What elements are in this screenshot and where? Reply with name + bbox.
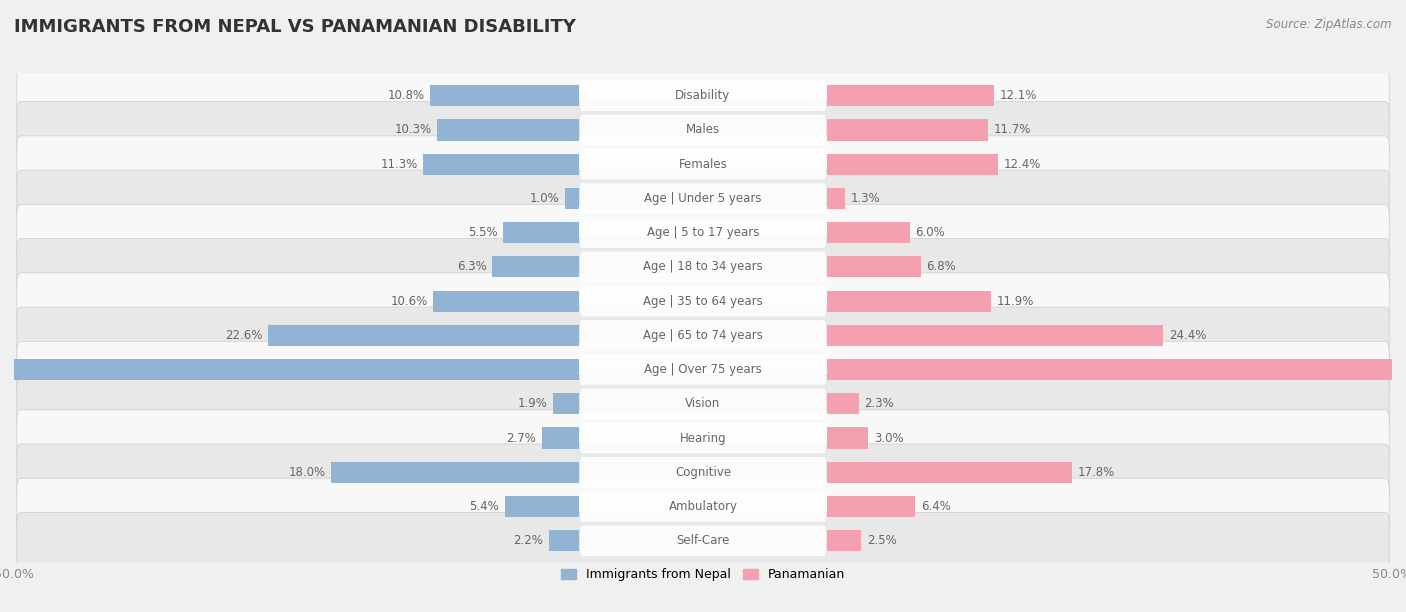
FancyBboxPatch shape xyxy=(17,102,1389,159)
Bar xyxy=(541,427,579,449)
FancyBboxPatch shape xyxy=(17,512,1389,569)
Text: 10.8%: 10.8% xyxy=(388,89,425,102)
Text: 11.3%: 11.3% xyxy=(381,158,418,171)
Bar xyxy=(827,291,991,312)
Bar xyxy=(330,461,579,483)
FancyBboxPatch shape xyxy=(581,149,825,179)
Text: 2.5%: 2.5% xyxy=(868,534,897,547)
Text: 1.9%: 1.9% xyxy=(517,397,547,410)
Bar xyxy=(553,394,579,414)
Text: 6.8%: 6.8% xyxy=(927,260,956,274)
Text: IMMIGRANTS FROM NEPAL VS PANAMANIAN DISABILITY: IMMIGRANTS FROM NEPAL VS PANAMANIAN DISA… xyxy=(14,18,576,36)
Text: 6.4%: 6.4% xyxy=(921,500,950,513)
FancyBboxPatch shape xyxy=(17,341,1389,398)
Bar xyxy=(548,530,579,551)
Text: 6.0%: 6.0% xyxy=(915,226,945,239)
Text: 10.3%: 10.3% xyxy=(395,124,432,136)
Text: Age | 18 to 34 years: Age | 18 to 34 years xyxy=(643,260,763,274)
Text: 10.6%: 10.6% xyxy=(391,294,427,308)
Text: Age | Under 5 years: Age | Under 5 years xyxy=(644,192,762,205)
Text: Vision: Vision xyxy=(685,397,721,410)
FancyBboxPatch shape xyxy=(17,376,1389,432)
Bar xyxy=(827,222,910,243)
Bar xyxy=(0,359,579,380)
Text: 5.5%: 5.5% xyxy=(468,226,498,239)
Bar xyxy=(827,85,994,106)
FancyBboxPatch shape xyxy=(581,320,825,351)
Bar xyxy=(423,154,579,175)
Bar xyxy=(433,291,579,312)
Text: Disability: Disability xyxy=(675,89,731,102)
FancyBboxPatch shape xyxy=(581,114,825,145)
FancyBboxPatch shape xyxy=(581,217,825,248)
Text: 1.0%: 1.0% xyxy=(530,192,560,205)
Text: 1.3%: 1.3% xyxy=(851,192,880,205)
FancyBboxPatch shape xyxy=(581,252,825,282)
Text: 11.7%: 11.7% xyxy=(994,124,1031,136)
FancyBboxPatch shape xyxy=(581,389,825,419)
Bar xyxy=(505,496,579,517)
Bar xyxy=(827,359,1406,380)
Text: 5.4%: 5.4% xyxy=(470,500,499,513)
Bar xyxy=(827,154,998,175)
Text: Cognitive: Cognitive xyxy=(675,466,731,479)
FancyBboxPatch shape xyxy=(581,80,825,111)
FancyBboxPatch shape xyxy=(581,286,825,316)
Text: Males: Males xyxy=(686,124,720,136)
FancyBboxPatch shape xyxy=(17,444,1389,501)
FancyBboxPatch shape xyxy=(17,136,1389,193)
Text: Females: Females xyxy=(679,158,727,171)
Bar xyxy=(827,119,988,141)
Text: 3.0%: 3.0% xyxy=(875,431,904,444)
Bar xyxy=(503,222,579,243)
Legend: Immigrants from Nepal, Panamanian: Immigrants from Nepal, Panamanian xyxy=(555,563,851,586)
Text: 18.0%: 18.0% xyxy=(288,466,325,479)
FancyBboxPatch shape xyxy=(17,410,1389,466)
Bar xyxy=(827,325,1163,346)
Text: Self-Care: Self-Care xyxy=(676,534,730,547)
Bar xyxy=(492,256,579,277)
FancyBboxPatch shape xyxy=(581,491,825,522)
FancyBboxPatch shape xyxy=(581,526,825,556)
Bar xyxy=(827,530,862,551)
Text: 12.4%: 12.4% xyxy=(1004,158,1040,171)
FancyBboxPatch shape xyxy=(17,204,1389,261)
FancyBboxPatch shape xyxy=(581,354,825,385)
Bar xyxy=(827,256,921,277)
FancyBboxPatch shape xyxy=(581,183,825,214)
Bar xyxy=(827,427,869,449)
Text: 2.2%: 2.2% xyxy=(513,534,543,547)
Text: Source: ZipAtlas.com: Source: ZipAtlas.com xyxy=(1267,18,1392,31)
FancyBboxPatch shape xyxy=(17,170,1389,226)
Bar xyxy=(827,188,845,209)
Text: 24.4%: 24.4% xyxy=(1168,329,1206,342)
Text: 6.3%: 6.3% xyxy=(457,260,486,274)
FancyBboxPatch shape xyxy=(17,478,1389,535)
Text: 22.6%: 22.6% xyxy=(225,329,262,342)
FancyBboxPatch shape xyxy=(17,67,1389,124)
FancyBboxPatch shape xyxy=(17,239,1389,295)
FancyBboxPatch shape xyxy=(581,457,825,488)
Bar xyxy=(437,119,579,141)
Bar xyxy=(430,85,579,106)
Text: Hearing: Hearing xyxy=(679,431,727,444)
Bar xyxy=(827,461,1073,483)
Bar xyxy=(827,394,859,414)
Bar xyxy=(827,496,915,517)
Text: 12.1%: 12.1% xyxy=(1000,89,1036,102)
Bar xyxy=(565,188,579,209)
Text: 17.8%: 17.8% xyxy=(1078,466,1115,479)
Text: 11.9%: 11.9% xyxy=(997,294,1033,308)
Text: Age | 35 to 64 years: Age | 35 to 64 years xyxy=(643,294,763,308)
Text: Age | Over 75 years: Age | Over 75 years xyxy=(644,363,762,376)
Text: 2.7%: 2.7% xyxy=(506,431,536,444)
FancyBboxPatch shape xyxy=(17,307,1389,364)
FancyBboxPatch shape xyxy=(581,423,825,453)
Text: Age | 5 to 17 years: Age | 5 to 17 years xyxy=(647,226,759,239)
Text: Ambulatory: Ambulatory xyxy=(668,500,738,513)
FancyBboxPatch shape xyxy=(17,273,1389,329)
Bar xyxy=(267,325,579,346)
Text: Age | 65 to 74 years: Age | 65 to 74 years xyxy=(643,329,763,342)
Text: 2.3%: 2.3% xyxy=(865,397,894,410)
